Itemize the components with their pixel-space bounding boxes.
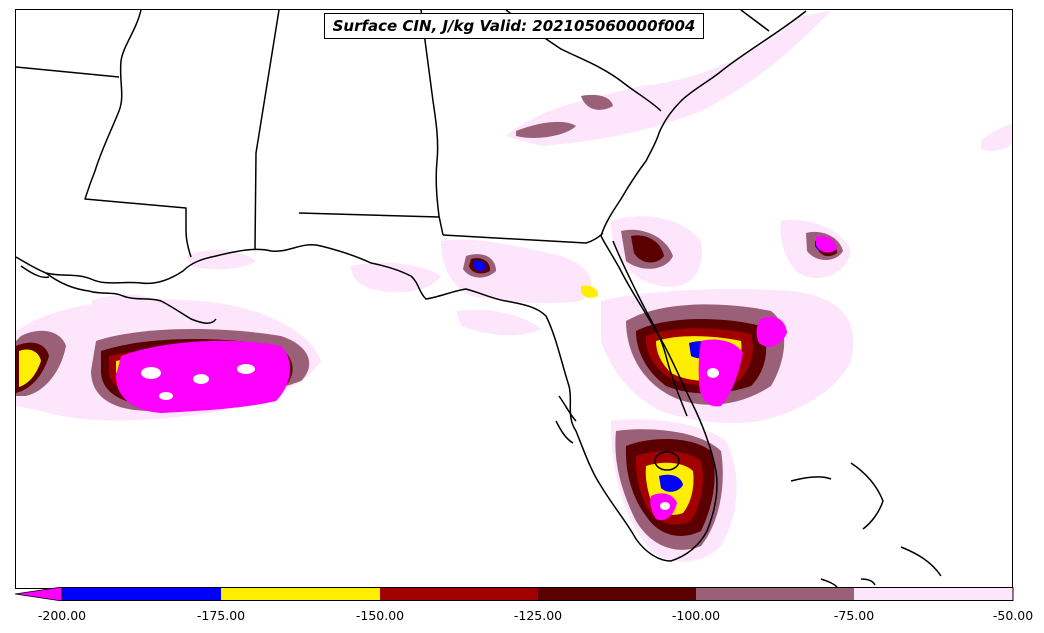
cin-holes: [141, 364, 719, 510]
cin-shading: [16, 11, 1012, 562]
colorbar-segment-blue: [62, 587, 221, 601]
colorbar-tick-label: -100.00: [671, 608, 721, 623]
map-panel: [15, 9, 1013, 589]
border-sc-nc: [740, 10, 770, 32]
cin-level-light-pink: [16, 11, 1012, 562]
colorbar-tick-label: -175.00: [196, 608, 246, 623]
fl-east-coast-detail: [612, 240, 688, 417]
colorbar-tick-label: -150.00: [355, 608, 405, 623]
atlantic-coastline: [600, 10, 807, 237]
colorbar-segment-yellow: [221, 587, 380, 601]
colorbar-tick-label: -50.00: [992, 608, 1034, 623]
colorbar-extend-min: [15, 587, 63, 601]
coastlines-and-borders: [16, 10, 942, 588]
colorbar-tick-label: -125.00: [513, 608, 563, 623]
colorbar-outline: [61, 587, 1014, 601]
colorbar-segment-light-pink: [854, 587, 1013, 601]
border-al-fl: [298, 212, 440, 218]
cin-map: [16, 10, 1012, 588]
map-title: Surface CIN, J/kg Valid: 202105060000f00…: [324, 13, 704, 39]
colorbar: [15, 587, 1014, 601]
lake-okeechobee: [654, 451, 680, 471]
border-ms-al: [254, 10, 280, 250]
gulf-coastline: [16, 235, 718, 562]
fl-west-coast-detail: [555, 395, 577, 444]
border-al-ga: [420, 10, 444, 236]
border-tx-la: [16, 66, 120, 78]
border-ga-fl: [442, 232, 604, 244]
colorbar-segment-red: [380, 587, 538, 601]
bahamas-islands: [790, 462, 942, 588]
colorbar-segment-dark-red: [538, 587, 696, 601]
louisiana-coast: [20, 265, 217, 324]
colorbar-tick-label: -75.00: [833, 608, 875, 623]
colorbar-tick-label: -200.00: [37, 608, 87, 623]
border-ms-la: [84, 10, 192, 258]
colorbar-segment-mauve: [696, 587, 854, 601]
